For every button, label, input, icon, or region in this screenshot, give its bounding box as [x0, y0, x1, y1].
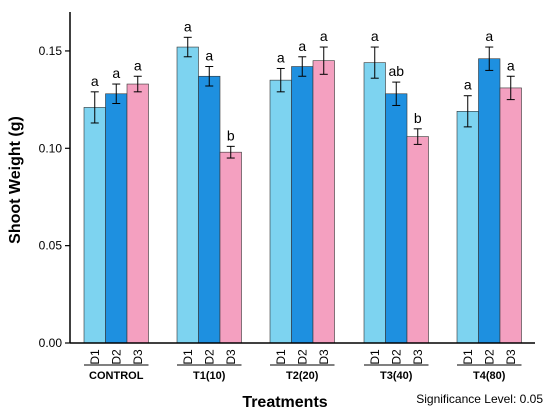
y-tick-label: 0.15	[39, 44, 63, 58]
bar-category-label: D1	[368, 349, 382, 365]
group-label: T4(80)	[473, 370, 506, 382]
bar-category-label: D3	[504, 349, 518, 365]
bar	[499, 87, 522, 344]
bar-category-label: D3	[224, 349, 238, 365]
bar-category-label: D3	[131, 349, 145, 365]
bar	[385, 93, 408, 344]
bar	[126, 83, 149, 344]
bar-category-label: D1	[274, 349, 288, 365]
bar-category-label: D1	[181, 349, 195, 365]
group-label: CONTROL	[89, 370, 144, 382]
bar-category-label: D1	[461, 349, 475, 365]
bar-category-label: D2	[109, 349, 123, 365]
group-label: T2(20)	[286, 370, 319, 382]
bar	[219, 151, 242, 344]
group-label: T3(40)	[380, 370, 413, 382]
significance-letter: b	[414, 110, 422, 126]
bar	[269, 79, 292, 344]
bar-category-label: D1	[88, 349, 102, 365]
significance-letter: b	[227, 127, 235, 143]
y-tick-label: 0.00	[39, 336, 63, 350]
significance-letter: a	[298, 38, 306, 54]
bar	[312, 60, 335, 344]
x-axis-title: Treatments	[242, 394, 327, 411]
bar	[105, 93, 128, 344]
bar	[478, 58, 501, 344]
bar	[406, 136, 429, 344]
y-tick-label: 0.10	[39, 141, 63, 155]
bar-category-label: D2	[482, 349, 496, 365]
significance-letter: a	[112, 65, 120, 81]
significance-footnote: Significance Level: 0.05	[416, 392, 543, 406]
significance-letter: a	[277, 49, 285, 65]
x-axis-labels: D1 D2 D3 CONTROL D1 D2 D3 T1(10) D1 D2 D3 T2(20) D1 D…	[84, 349, 522, 382]
significance-letter: a	[184, 18, 192, 34]
significance-letter: a	[464, 77, 472, 93]
group-label: T1(10)	[193, 370, 226, 382]
bar-category-label: D2	[389, 349, 403, 365]
significance-letter: a	[205, 48, 213, 64]
y-axis-title: Shoot Weight (g)	[7, 116, 24, 244]
significance-letter: a	[320, 28, 328, 44]
significance-letter: a	[91, 73, 99, 89]
significance-letter: a	[507, 57, 515, 73]
bar	[83, 107, 106, 344]
bar	[176, 46, 199, 344]
significance-letter: a	[134, 57, 142, 73]
bar-category-label: D2	[295, 349, 309, 365]
bar	[198, 75, 221, 344]
y-axis-ticks: 0.00 0.05 0.10 0.15	[39, 44, 70, 350]
bar	[363, 62, 386, 344]
y-tick-label: 0.05	[39, 239, 63, 253]
significance-letter: ab	[388, 63, 404, 79]
significance-letter: a	[485, 28, 493, 44]
bar-category-label: D3	[411, 349, 425, 365]
bar	[291, 66, 314, 344]
bar-category-label: D3	[317, 349, 331, 365]
bar	[456, 111, 479, 344]
significance-letter: a	[371, 28, 379, 44]
bar-category-label: D2	[202, 349, 216, 365]
